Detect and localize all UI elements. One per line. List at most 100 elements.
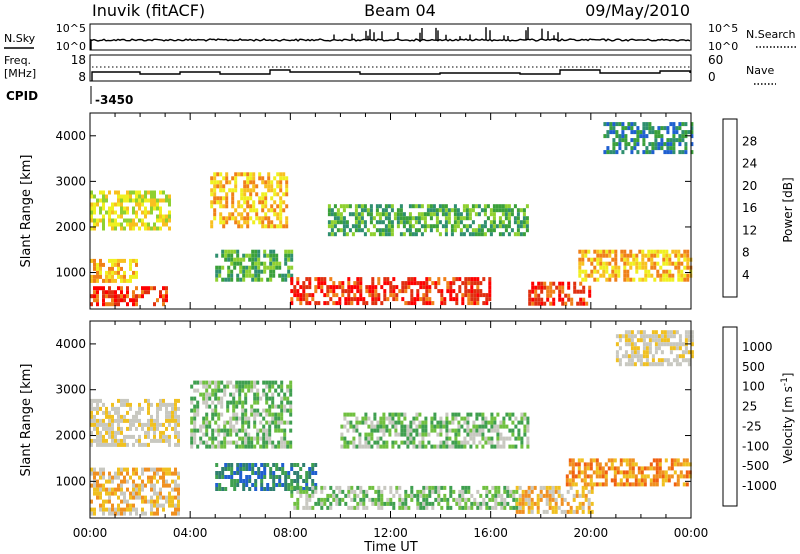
echo-cell <box>268 408 272 413</box>
echo-cell <box>581 249 585 254</box>
echo-cell <box>126 499 129 504</box>
echo-cell <box>478 432 482 437</box>
echo-cell <box>545 485 549 490</box>
echo-cell <box>332 493 336 498</box>
echo-cell <box>345 232 349 237</box>
echo-cell <box>613 466 617 471</box>
echo-cell <box>90 483 93 488</box>
echo-cell <box>622 474 626 479</box>
echo-cell <box>126 418 129 423</box>
echo-cell <box>272 265 276 270</box>
echo-cell <box>147 426 150 431</box>
echo-cell <box>472 420 476 425</box>
echo-cell <box>266 483 270 487</box>
echo-cell <box>168 194 171 199</box>
echo-cell <box>363 220 367 225</box>
echo-cell <box>392 505 396 510</box>
echo-cell <box>305 501 309 506</box>
echo-cell <box>486 216 490 221</box>
echo-cell <box>278 261 282 266</box>
echo-cell <box>123 218 126 223</box>
echo-cell <box>398 493 402 498</box>
echo-cell <box>270 220 274 225</box>
echo-cell <box>492 228 496 233</box>
echo-cell <box>244 432 248 437</box>
echo-cell <box>648 126 652 131</box>
echo-cell <box>114 430 117 435</box>
echo-cell <box>443 493 447 498</box>
echo-cell <box>138 226 141 231</box>
echo-cell <box>238 400 242 405</box>
echo-cell <box>388 416 392 421</box>
echo-cell <box>230 479 234 483</box>
echo-cell <box>516 228 520 233</box>
echo-cell <box>372 232 376 237</box>
echo-cell <box>632 261 636 266</box>
echo-cell <box>354 228 358 233</box>
echo-cell <box>558 281 562 286</box>
echo-cell <box>428 285 432 290</box>
echo-cell <box>645 362 649 367</box>
echo-cell <box>409 436 413 441</box>
echo-cell <box>383 501 387 506</box>
echo-cell <box>377 277 381 282</box>
echo-cell <box>654 362 658 367</box>
echo-cell <box>339 216 343 221</box>
echo-cell <box>630 350 634 355</box>
echo-cell <box>105 198 108 203</box>
echo-cell <box>382 440 386 445</box>
echo-cell <box>574 462 578 467</box>
echo-cell <box>267 172 271 177</box>
echo-cell <box>552 297 556 302</box>
echo-cell <box>156 503 159 508</box>
echo-cell <box>223 440 227 445</box>
echo-cell <box>223 384 227 389</box>
echo-cell <box>407 505 411 510</box>
echo-cell <box>601 466 605 471</box>
echo-cell <box>348 204 352 209</box>
echo-cell <box>482 277 486 282</box>
echo-cell <box>371 497 375 502</box>
echo-cell <box>642 130 646 135</box>
echo-cell <box>534 293 538 298</box>
echo-cell <box>90 499 93 504</box>
echo-cell <box>438 220 442 225</box>
echo-cell <box>589 462 593 467</box>
echo-cell <box>379 444 383 449</box>
echo-cell <box>526 416 530 421</box>
echo-cell <box>581 257 585 262</box>
echo-cell <box>320 489 324 494</box>
echo-cell <box>332 293 336 298</box>
echo-cell <box>150 438 153 443</box>
echo-cell <box>227 269 231 274</box>
echo-cell <box>102 426 105 431</box>
echo-cell <box>614 277 618 282</box>
echo-cell <box>90 278 93 283</box>
echo-cell <box>629 253 633 258</box>
echo-cell <box>159 198 162 203</box>
echo-cell <box>150 226 153 231</box>
echo-cell <box>651 142 655 147</box>
echo-cell <box>317 497 321 502</box>
echo-cell <box>117 426 120 431</box>
echo-cell <box>353 297 357 302</box>
echo-cell <box>551 509 555 514</box>
echo-cell <box>610 478 614 483</box>
echo-cell <box>451 428 455 433</box>
colorbar-tick-label: 100 <box>742 380 765 394</box>
echo-cell <box>250 380 254 385</box>
echo-cell <box>657 362 661 367</box>
echo-cell <box>284 471 288 475</box>
echo-cell <box>299 301 303 306</box>
echo-cell <box>221 471 225 475</box>
echo-cell <box>410 493 414 498</box>
echo-cell <box>233 261 237 266</box>
echo-cell <box>615 134 619 139</box>
echo-cell <box>404 493 408 498</box>
echo-cell <box>474 232 478 237</box>
echo-cell <box>531 297 535 302</box>
echo-cell <box>651 358 655 363</box>
echo-cell <box>387 232 391 237</box>
echo-cell <box>411 216 415 221</box>
echo-cell <box>162 214 165 219</box>
